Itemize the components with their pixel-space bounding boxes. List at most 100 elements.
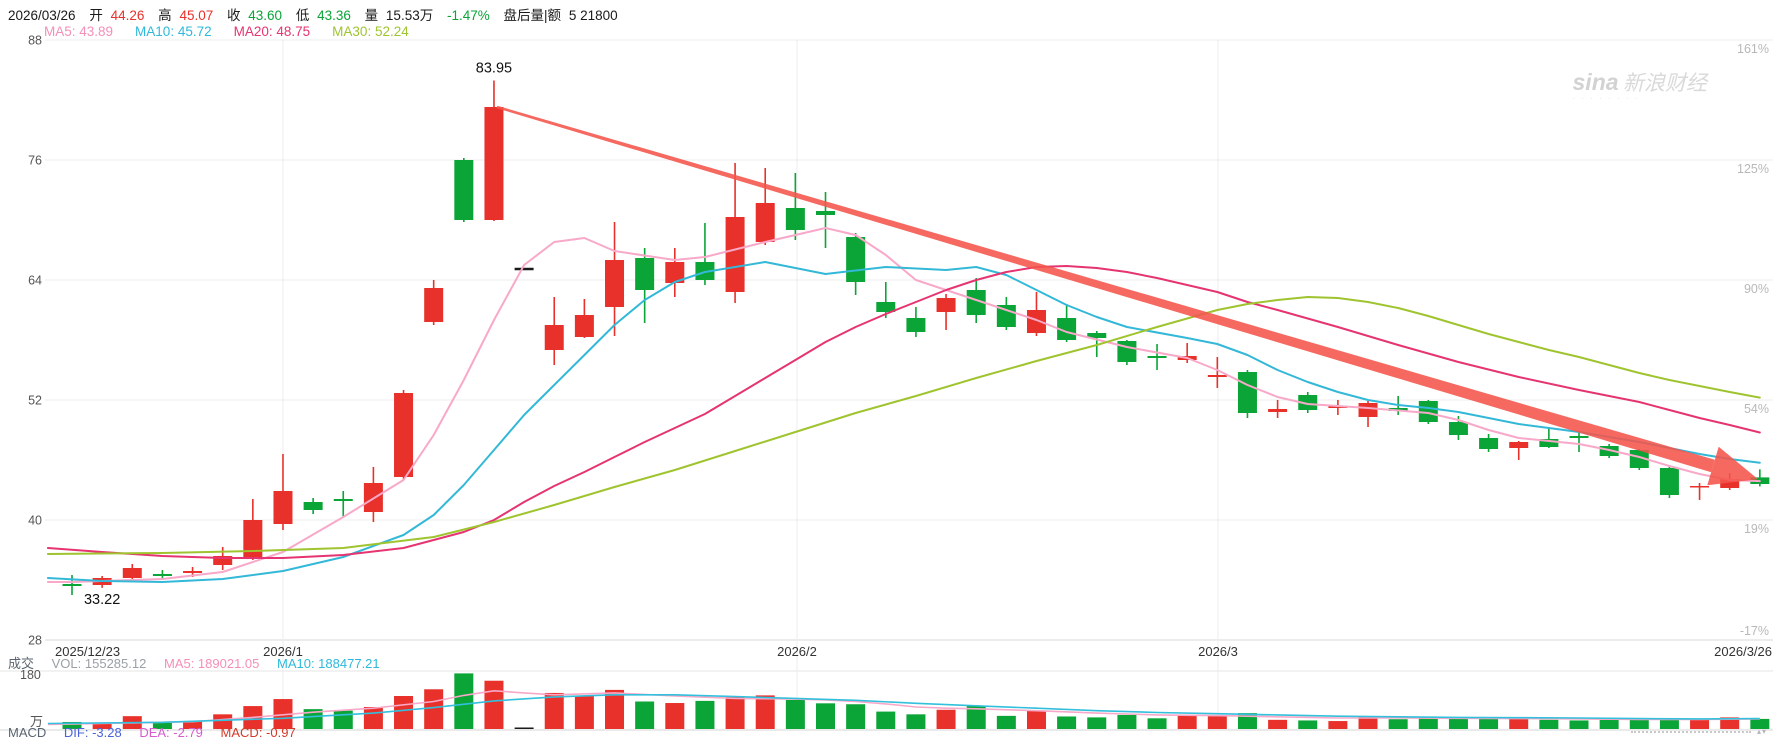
ma-legend-item-1: MA5: 43.89 [44, 24, 114, 39]
volume-bar [816, 703, 835, 729]
candle-body [1298, 395, 1318, 410]
candle-body [1629, 450, 1649, 468]
volume-bar [1268, 719, 1288, 729]
candle-body [484, 107, 504, 220]
volume-bar [333, 710, 353, 729]
low-price-annotation: 33.22 [84, 592, 120, 608]
volume-bar [1479, 718, 1499, 729]
volume-bar [695, 700, 715, 729]
x-axis-label: 2026/3/26 [1714, 644, 1772, 659]
ma-legend-item-4: MA30: 52.24 [332, 24, 409, 39]
drag-dots[interactable] [1630, 730, 1751, 733]
macd-header: MACD DIF: -3.28 DEA: -2.79 MACD: -0.97 [8, 725, 310, 740]
afterhours-label: 盘后量|额 [503, 8, 562, 23]
volume-bar [213, 714, 233, 729]
percent-tick-label: 54% [1744, 402, 1769, 416]
candle-body [1479, 438, 1499, 449]
percent-tick-label: 90% [1744, 282, 1769, 296]
sina-watermark-subtext: · · · · · · · · [1572, 94, 1640, 104]
price-tick-label: 88 [28, 34, 42, 48]
candle-body [454, 160, 474, 220]
close-value: 43.60 [248, 8, 283, 23]
price-tick-label: 76 [28, 154, 42, 168]
candle-body [1358, 403, 1378, 417]
zoom-arrows-icon[interactable]: ▴▾ [1756, 727, 1767, 736]
volume-vol-ma10-line [47, 693, 1760, 725]
volume-bar [1509, 717, 1529, 729]
candle-body [273, 491, 293, 524]
volume-bar [906, 714, 926, 729]
x-axis-label: 2026/2 [777, 644, 817, 659]
candle-body [1147, 356, 1167, 358]
macd-section-label: MACD [8, 725, 47, 740]
volume-bar [1388, 719, 1408, 729]
candle-body [936, 298, 956, 312]
volume-bar [92, 723, 112, 729]
sina-watermark: sina 新浪财经 · · · · · · · · [1572, 69, 1707, 104]
candle-body [213, 556, 233, 565]
volume-bar [635, 701, 655, 729]
candle-body [665, 262, 685, 283]
candle-body [394, 393, 414, 477]
volume-vol-value: VOL: 155285.12 [51, 656, 147, 671]
ma-legend: MA5: 43.89 MA10: 45.72 MA20: 48.75 MA30: 52… [44, 24, 431, 39]
macd-dif-value: DIF: -3.28 [63, 725, 122, 740]
volume-bar [1358, 716, 1378, 729]
volume-axis-max-label: 180 [20, 668, 41, 682]
volume-bar [183, 721, 203, 729]
volume-bar [1629, 719, 1649, 729]
volume-axis-unit-label: 万 [30, 714, 44, 729]
volume-bar [665, 703, 685, 729]
ma-line-ma20 [46, 265, 1761, 559]
candle-body [333, 499, 353, 501]
volume-bar [1659, 718, 1679, 729]
volume-bar [514, 727, 534, 729]
candle-body [1268, 409, 1288, 412]
volume-bar [605, 689, 625, 729]
ma-legend-item-3: MA20: 48.75 [233, 24, 311, 39]
volume-bar [785, 699, 805, 729]
volume-bar [1448, 718, 1468, 729]
candle-body [635, 258, 655, 290]
candle-body [424, 288, 444, 322]
candle-body [1057, 318, 1077, 340]
price-tick-label: 40 [28, 514, 42, 528]
percent-tick-label: -17% [1740, 624, 1769, 638]
low-label: 低 [295, 8, 310, 23]
peak-price-annotation: 83.95 [476, 61, 512, 77]
candle-body [785, 208, 805, 230]
percent-tick-label: 125% [1737, 162, 1769, 176]
ma-legend-item-2: MA10: 45.72 [135, 24, 212, 39]
volume-bar [1087, 717, 1107, 729]
volume-bar [1298, 720, 1318, 729]
candle-body [846, 237, 866, 282]
volume-bar [303, 709, 323, 729]
volume-bar [1539, 719, 1559, 729]
candle-body [755, 203, 775, 242]
price-tick-label: 52 [28, 394, 42, 408]
trendline-arrowhead [1707, 446, 1759, 486]
volume-bar [755, 695, 775, 729]
candle-body [1087, 333, 1107, 338]
volume-bar [966, 705, 986, 729]
high-value: 45.07 [179, 8, 214, 23]
sina-watermark-text: 新浪财经 [1623, 72, 1707, 95]
candle-body [1690, 486, 1710, 488]
volume-vol-ma5-line [47, 689, 1760, 726]
volume-bar [62, 721, 82, 729]
volume-ma5-value: MA5: 189021.05 [163, 656, 260, 671]
volume-bar [424, 689, 444, 729]
macd-macd-value: MACD: -0.97 [220, 725, 296, 740]
sina-logo: sina [1572, 69, 1619, 95]
open-value: 44.26 [110, 8, 145, 23]
candle-body [725, 217, 745, 292]
volume-bar [1720, 717, 1740, 729]
x-axis-label: 2025/12/23 [55, 644, 120, 659]
candle-body [996, 305, 1016, 327]
candle-body [1509, 442, 1529, 448]
ma-line-ma30 [46, 296, 1761, 555]
chart-resize-handle[interactable]: ▴▾ [1630, 727, 1767, 736]
candle-body [1448, 422, 1468, 435]
close-label: 收 [227, 8, 241, 23]
